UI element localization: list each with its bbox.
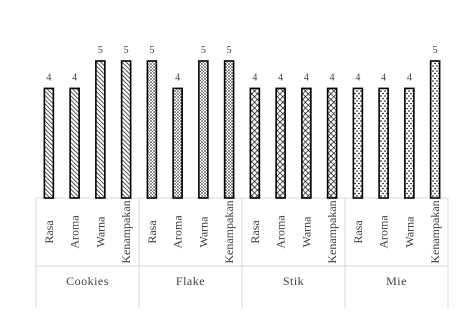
category-label: Kenampakan — [119, 200, 133, 263]
bar-cookies-warna — [96, 61, 105, 198]
category-label: Warna — [299, 216, 313, 248]
data-label: 4 — [407, 72, 412, 83]
group-label: Flake — [176, 274, 205, 288]
data-label: 4 — [252, 72, 257, 83]
bar-cookies-rasa — [44, 88, 53, 198]
data-label: 4 — [355, 72, 360, 83]
bar-mie-warna — [405, 88, 414, 198]
bar-cookies-kenampakan — [122, 61, 131, 198]
bar-cookies-aroma — [70, 88, 79, 198]
category-label: Aroma — [377, 215, 391, 249]
data-label: 4 — [175, 72, 180, 83]
data-label: 5 — [149, 45, 154, 56]
data-label: 4 — [278, 72, 283, 83]
category-label: Aroma — [274, 215, 288, 249]
bar-mie-aroma — [379, 88, 388, 198]
data-label: 5 — [201, 45, 206, 56]
category-label: Warna — [93, 216, 107, 248]
category-label: Rasa — [42, 220, 56, 244]
data-label: 5 — [227, 45, 232, 56]
data-label: 4 — [381, 72, 386, 83]
category-label: Rasa — [248, 220, 262, 244]
bar-stik-aroma — [276, 88, 285, 198]
data-label: 4 — [304, 72, 309, 83]
data-label: 4 — [72, 72, 77, 83]
bar-stik-warna — [302, 88, 311, 198]
category-label: Rasa — [145, 220, 159, 244]
data-label: 5 — [433, 45, 438, 56]
group-label: Stik — [283, 274, 304, 288]
category-label: Aroma — [171, 215, 185, 249]
category-label: Kenampakan — [325, 200, 339, 263]
bar-stik-kenampakan — [328, 88, 337, 198]
bar-flake-kenampakan — [225, 61, 234, 198]
category-label: Rasa — [351, 220, 365, 244]
category-label: Warna — [402, 216, 416, 248]
data-label: 5 — [124, 45, 129, 56]
category-label: Kenampakan — [222, 200, 236, 263]
bar-mie-kenampakan — [431, 61, 440, 198]
bar-mie-rasa — [353, 88, 362, 198]
data-label: 4 — [330, 72, 335, 83]
bar-flake-warna — [199, 61, 208, 198]
category-label: Kenampakan — [428, 200, 442, 263]
category-label: Warna — [196, 216, 210, 248]
category-label: Aroma — [68, 215, 82, 249]
data-label: 4 — [46, 72, 51, 83]
data-label: 5 — [98, 45, 103, 56]
group-label: Mie — [386, 274, 407, 288]
chart-frame — [36, 198, 448, 308]
bar-flake-aroma — [173, 88, 182, 198]
bar-flake-rasa — [147, 61, 156, 198]
bar-stik-rasa — [250, 88, 259, 198]
group-label: Cookies — [66, 274, 109, 288]
